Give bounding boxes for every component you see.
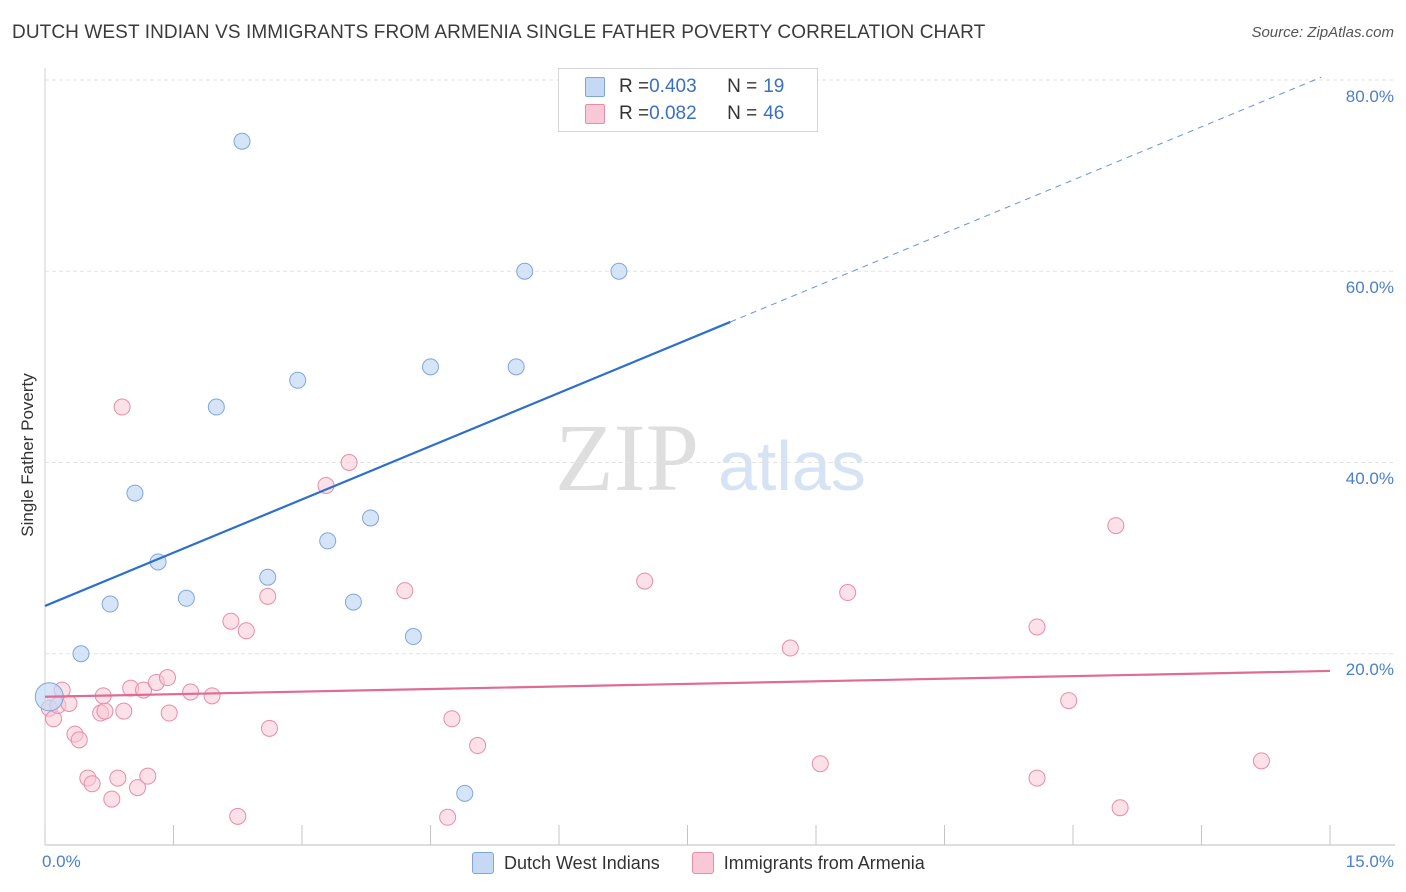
y-tick-label-40: 40.0%	[1345, 469, 1394, 488]
legend-item-immigrants-from-armenia: Immigrants from Armenia	[691, 852, 925, 874]
x-tick-label-min: 0.0%	[42, 852, 81, 871]
legend-n-label: N =	[727, 76, 758, 97]
legend-n-label: N =	[727, 103, 758, 124]
data-point-armenia	[811, 755, 829, 773]
data-point-dutch-west-indian	[516, 262, 534, 280]
data-point-dutch-west-indian	[289, 371, 307, 389]
data-point-armenia	[159, 669, 177, 687]
legend-r-value: 0.403	[649, 76, 697, 97]
data-point-dutch-west-indian	[72, 645, 90, 663]
data-point-armenia	[160, 704, 178, 722]
legend-swatch-pink	[585, 104, 605, 124]
legend-swatch-blue	[585, 77, 605, 97]
data-point-armenia	[203, 687, 221, 705]
data-point-dutch-west-indian	[126, 484, 144, 502]
data-point-armenia	[129, 779, 147, 797]
y-tick-label-80: 80.0%	[1345, 87, 1394, 106]
data-point-dutch-west-indian	[610, 262, 628, 280]
data-point-armenia	[260, 719, 278, 737]
data-point-armenia	[115, 702, 133, 720]
data-point-armenia	[469, 737, 487, 755]
legend-label-dutch-west-indians: Dutch West Indians	[504, 852, 660, 873]
x-tick-label-max: 15.0%	[1345, 852, 1394, 871]
data-point-armenia	[1111, 799, 1129, 817]
stats-legend: R = 0.403 N = 19 R = 0.082 N = 46	[558, 68, 818, 132]
data-point-dutch-west-indian	[507, 358, 525, 376]
legend-item-dutch-west-indians: Dutch West Indians	[472, 852, 660, 874]
data-point-armenia	[113, 398, 131, 416]
chart-title: DUTCH WEST INDIAN VS IMMIGRANTS FROM ARM…	[12, 22, 986, 43]
data-point-armenia	[439, 808, 457, 826]
data-point-armenia	[1252, 752, 1270, 770]
data-point-armenia	[259, 587, 277, 605]
data-point-dutch-west-indian	[404, 628, 422, 646]
trend-line-dutch-west-indians	[44, 320, 731, 607]
data-point-armenia	[839, 584, 857, 602]
y-tick-label-60: 60.0%	[1345, 278, 1394, 297]
data-point-armenia	[109, 769, 127, 787]
data-point-armenia	[83, 775, 101, 793]
data-point-dutch-west-indian	[456, 784, 474, 802]
legend-r-value: 0.082	[649, 103, 697, 124]
data-point-dutch-west-indian	[233, 132, 251, 150]
legend-swatch-blue	[472, 852, 494, 874]
y-tick-label-20: 20.0%	[1345, 660, 1394, 679]
data-point-armenia	[70, 731, 88, 749]
data-point-dutch-west-indian	[362, 509, 380, 527]
watermark-zip: ZIP	[555, 404, 699, 511]
data-point-dutch-west-indian	[259, 568, 277, 586]
trend-line-dutch-west-indians-extrapolated	[730, 76, 1322, 323]
series-legend: Dutch West Indians Immigrants from Armen…	[472, 852, 957, 874]
data-point-dutch-west-indian	[207, 398, 225, 416]
legend-n-value: 46	[763, 103, 785, 124]
data-point-armenia	[1028, 769, 1046, 787]
trend-line-armenia	[44, 669, 1331, 698]
legend-r-label: R =	[619, 76, 650, 97]
legend-n-value: 19	[763, 76, 785, 97]
source-credit: Source: ZipAtlas.com	[1251, 24, 1394, 41]
data-point-armenia	[182, 683, 200, 701]
data-point-armenia	[139, 767, 157, 785]
watermark-atlas: atlas	[718, 427, 866, 505]
data-point-armenia	[781, 639, 799, 657]
legend-label-immigrants-from-armenia: Immigrants from Armenia	[723, 852, 925, 873]
data-point-dutch-west-indian	[422, 358, 439, 376]
data-point-armenia	[1028, 618, 1046, 636]
data-point-armenia	[222, 612, 240, 630]
data-point-armenia	[636, 572, 654, 590]
data-point-armenia	[229, 807, 247, 825]
data-point-armenia	[443, 710, 461, 728]
legend-r-label: R =	[619, 103, 650, 124]
y-axis-label: Single Father Poverty	[18, 373, 37, 537]
data-point-armenia	[96, 702, 114, 720]
data-point-dutch-west-indian	[319, 532, 337, 550]
data-point-armenia	[396, 582, 414, 600]
data-point-armenia	[103, 790, 121, 808]
data-point-dutch-west-indian	[344, 593, 362, 611]
data-point-armenia	[340, 454, 358, 471]
data-point-armenia	[237, 622, 255, 640]
legend-swatch-pink	[691, 852, 714, 874]
data-point-armenia	[1060, 692, 1078, 710]
data-point-armenia	[1107, 517, 1125, 535]
data-point-dutch-west-indian	[101, 595, 119, 613]
data-point-dutch-west-indian	[177, 589, 195, 607]
legend-row-dutch-west-indians: R = 0.403 N = 19	[585, 74, 784, 100]
legend-row-immigrants-from-armenia: R = 0.082 N = 46	[585, 101, 784, 127]
